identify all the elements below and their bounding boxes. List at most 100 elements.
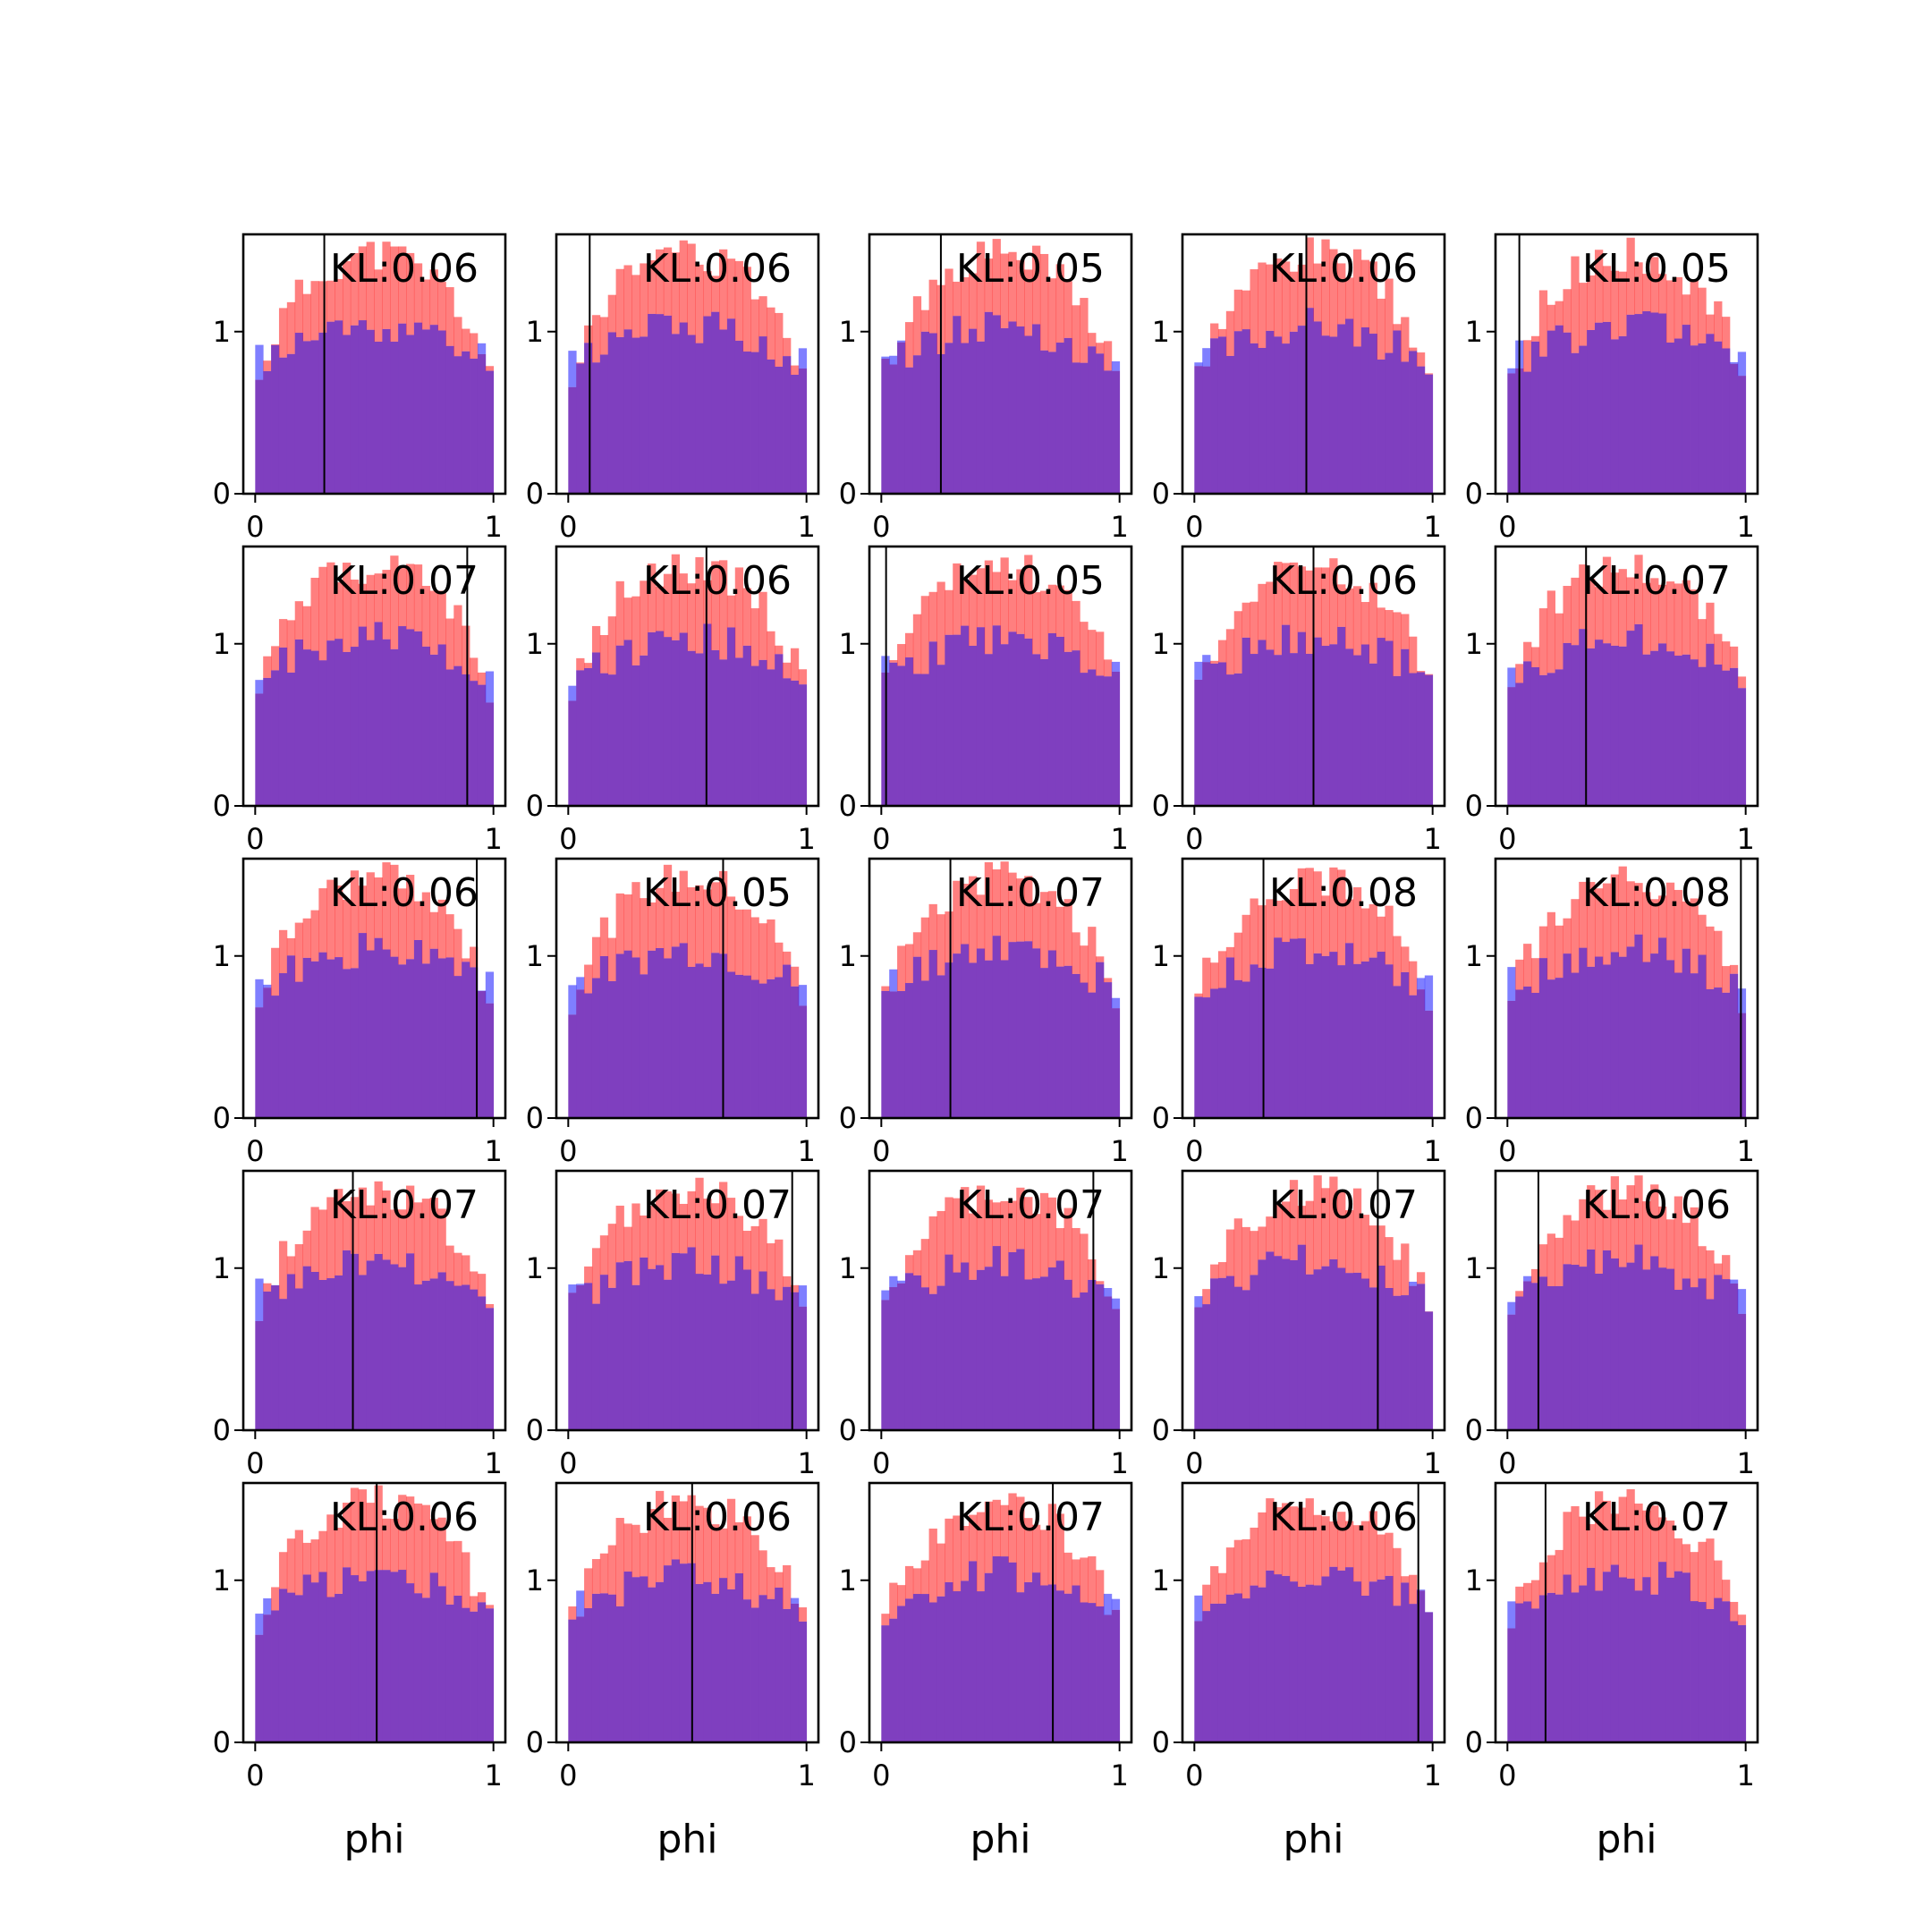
overlap-bar	[968, 646, 978, 806]
red-bar	[775, 942, 784, 978]
overlap-bar	[1047, 950, 1057, 1118]
panel-r0-c1: 010 1KL:0.06	[526, 233, 820, 544]
overlap-bar	[615, 645, 624, 806]
overlap-bar	[335, 957, 343, 1118]
overlap-bar	[607, 332, 616, 494]
red-bar	[1305, 868, 1314, 964]
red-bar	[1088, 1555, 1097, 1604]
red-bar	[1063, 589, 1072, 652]
overlap-bar	[1650, 1256, 1659, 1430]
overlap-bar	[881, 1300, 890, 1430]
overlap-bar	[1337, 1570, 1346, 1742]
overlap-bar	[1024, 1581, 1033, 1742]
overlap-bar	[798, 684, 808, 806]
axes-frame	[555, 1481, 820, 1744]
red-bar	[350, 252, 360, 326]
overlap-bar	[1000, 1275, 1009, 1430]
blue-bar	[881, 356, 890, 360]
overlap-bar	[767, 1598, 775, 1742]
overlap-bar	[1618, 335, 1627, 494]
axes-frame	[1494, 1481, 1759, 1744]
red-bar	[1626, 577, 1635, 631]
red-bar	[1563, 1215, 1572, 1265]
overlap-bar	[687, 966, 696, 1118]
red-bar	[1594, 1190, 1604, 1274]
overlap-bar	[326, 1597, 335, 1742]
overlap-bar	[790, 1603, 800, 1742]
red-bar	[437, 1517, 446, 1587]
red-bar	[1274, 258, 1283, 337]
y-tick-label: 1	[1465, 1563, 1483, 1597]
red-bar	[750, 299, 759, 352]
overlap-bar	[255, 693, 264, 806]
overlap-bar	[1329, 1258, 1338, 1430]
red-bar	[1626, 237, 1635, 315]
overlap-bar	[695, 343, 704, 494]
overlap-bar	[1266, 330, 1275, 494]
overlap-bar	[326, 321, 335, 494]
y-tick-label: 0	[213, 1101, 231, 1135]
red-bar	[1401, 1576, 1410, 1583]
red-bar	[1352, 1188, 1362, 1273]
red-bar	[1658, 1517, 1667, 1563]
overlap-bar	[1377, 359, 1385, 494]
overlap-bar	[1360, 1595, 1370, 1742]
overlap-bar	[1579, 345, 1588, 494]
axes-frame	[868, 1169, 1133, 1432]
overlap-bar	[648, 950, 657, 1118]
red-bar	[679, 1203, 688, 1254]
red-bar	[1250, 601, 1258, 655]
overlap-bar	[968, 962, 978, 1118]
kl-annotation: KL:0.08	[1582, 870, 1731, 916]
red-bar	[568, 1606, 577, 1620]
overlap-bar	[1289, 1259, 1299, 1430]
red-bar	[1416, 1272, 1426, 1284]
red-bar	[1088, 927, 1097, 993]
red-bar	[798, 669, 808, 685]
overlap-bar	[1538, 356, 1548, 494]
overlap-bar	[663, 637, 673, 806]
overlap-bar	[406, 1583, 415, 1742]
red-bar	[615, 580, 624, 646]
overlap-bar	[390, 1264, 399, 1430]
overlap-bar	[984, 654, 994, 806]
overlap-bar	[584, 1283, 593, 1430]
x-tick-label: 1	[1111, 1758, 1129, 1792]
axes-frame	[868, 545, 1133, 808]
red-bar	[687, 243, 696, 335]
overlap-bar	[1555, 325, 1563, 494]
red-bar	[663, 247, 673, 316]
overlap-bar	[775, 366, 784, 494]
blue-bar	[1111, 1298, 1121, 1309]
overlap-bar	[1217, 1277, 1227, 1430]
red-bar	[278, 308, 288, 358]
overlap-bar	[1682, 325, 1690, 494]
red-bar	[1047, 584, 1057, 633]
overlap-bar	[406, 629, 415, 806]
red-bar	[1000, 557, 1009, 645]
overlap-bar	[1080, 362, 1089, 494]
red-bar	[679, 1501, 688, 1564]
red-bar	[607, 294, 616, 333]
red-bar	[1250, 1527, 1258, 1586]
red-bar	[1202, 1289, 1211, 1305]
red-bar	[1103, 341, 1113, 371]
red-bar	[591, 936, 601, 979]
red-bar	[920, 596, 929, 674]
overlap-bar	[1546, 979, 1555, 1118]
overlap-bar	[1546, 1592, 1555, 1742]
overlap-bar	[1194, 996, 1203, 1118]
overlap-bar	[1266, 649, 1275, 806]
red-bar	[326, 280, 335, 322]
overlap-bar	[568, 1619, 577, 1742]
red-bar	[1345, 277, 1354, 319]
red-bar	[648, 1206, 657, 1269]
kl-annotation: KL:0.05	[1582, 246, 1731, 292]
overlap-bar	[271, 1285, 280, 1430]
overlap-bar	[1579, 1267, 1588, 1430]
red-bar	[945, 1197, 953, 1255]
red-bar	[1266, 899, 1275, 969]
x-tick-label: 1	[1424, 510, 1442, 544]
overlap-bar	[904, 983, 914, 1118]
red-bar	[1642, 892, 1651, 962]
